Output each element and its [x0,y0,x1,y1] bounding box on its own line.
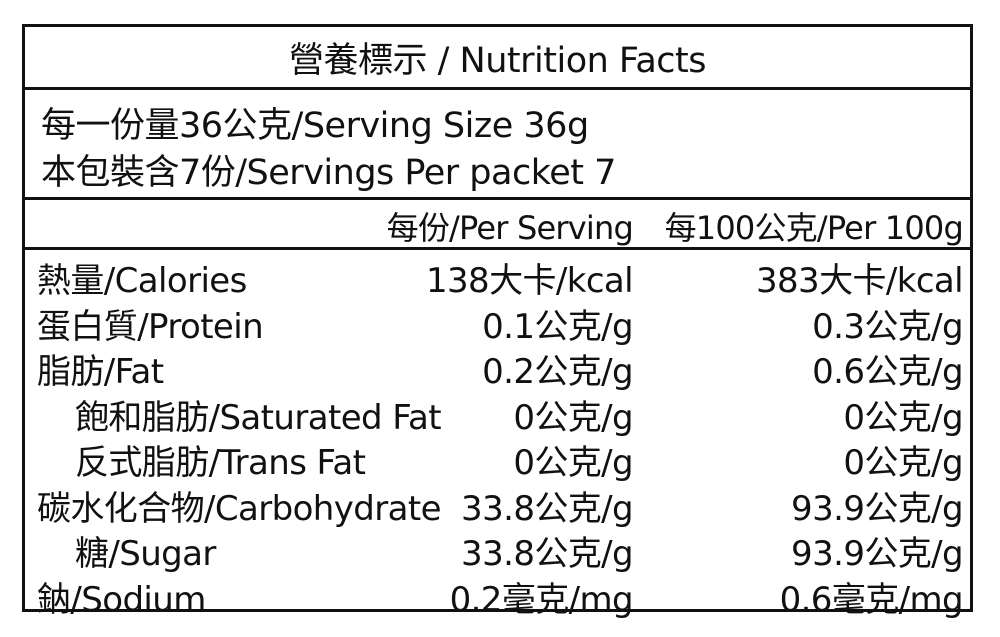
nutrient-name: 熱量/Calories [37,261,247,301]
nutrient-per-serving: 33.8公克/g [461,534,634,574]
nutrient-name: 糖/Sugar [75,534,216,574]
nutrient-name: 鈉/Sodium [37,579,206,620]
nutrient-per-100g: 0公克/g [843,397,963,438]
nutrient-row-calories: 熱量/Calories 138大卡/kcal 383大卡/kcal [25,250,970,301]
column-header-per-100g: 每100公克/Per 100g [664,209,964,247]
nutrient-per-100g: 93.9公克/g [791,534,964,574]
nutrient-row-protein: 蛋白質/Protein 0.1公克/g 0.3公克/g [25,296,970,347]
nutrient-per-serving: 33.8公克/g [461,488,634,529]
column-header-row: 每份/Per Serving 每100公克/Per 100g [25,197,970,250]
nutrient-per-100g: 0.6公克/g [812,352,964,392]
nutrient-name: 蛋白質/Protein [37,306,264,347]
nutrient-per-100g: 93.9公克/g [791,488,964,529]
nutrient-row-sodium: 鈉/Sodium 0.2毫克/mg 0.6毫克/mg [25,569,970,620]
nutrient-name: 反式脂肪/Trans Fat [75,443,366,483]
nutrient-per-100g: 383大卡/kcal [755,261,964,301]
nutrition-facts-panel: 營養標示 / Nutrition Facts 每一份量36公克/Serving … [22,24,973,620]
nutrient-row-fat: 脂肪/Fat 0.2公克/g 0.6公克/g [25,341,970,392]
nutrient-per-serving: 0.2公克/g [482,352,634,392]
nutrient-per-serving: 0.1公克/g [482,306,634,347]
nutrient-row-carbohydrate: 碳水化合物/Carbohydrate 33.8公克/g 93.9公克/g [25,478,970,529]
serving-info: 每一份量36公克/Serving Size 36g 本包裝含7份/Serving… [25,87,970,200]
nutrient-row-trans-fat: 反式脂肪/Trans Fat 0公克/g 0公克/g [25,432,970,483]
nutrient-per-100g: 0.3公克/g [812,306,964,347]
nutrient-per-serving: 0.2毫克/mg [449,579,634,620]
nutrient-name: 碳水化合物/Carbohydrate [37,488,442,529]
nutrient-per-serving: 0公克/g [513,397,633,438]
nutrient-per-100g: 0公克/g [843,443,963,483]
column-header-per-serving: 每份/Per Serving [386,209,634,247]
nutrition-title: 營養標示 / Nutrition Facts [25,27,970,90]
serving-size: 每一份量36公克/Serving Size 36g [41,106,589,146]
nutrient-name: 飽和脂肪/Saturated Fat [75,397,442,438]
nutrient-row-saturated-fat: 飽和脂肪/Saturated Fat 0公克/g 0公克/g [25,387,970,438]
nutrient-row-sugar: 糖/Sugar 33.8公克/g 93.9公克/g [25,523,970,574]
nutrient-per-100g: 0.6毫克/mg [779,579,964,620]
nutrient-rows: 熱量/Calories 138大卡/kcal 383大卡/kcal 蛋白質/Pr… [25,250,970,620]
nutrient-name: 脂肪/Fat [37,352,164,392]
nutrient-per-serving: 138大卡/kcal [425,261,634,301]
nutrient-per-serving: 0公克/g [513,443,633,483]
servings-per-packet: 本包裝含7份/Servings Per packet 7 [41,153,616,193]
